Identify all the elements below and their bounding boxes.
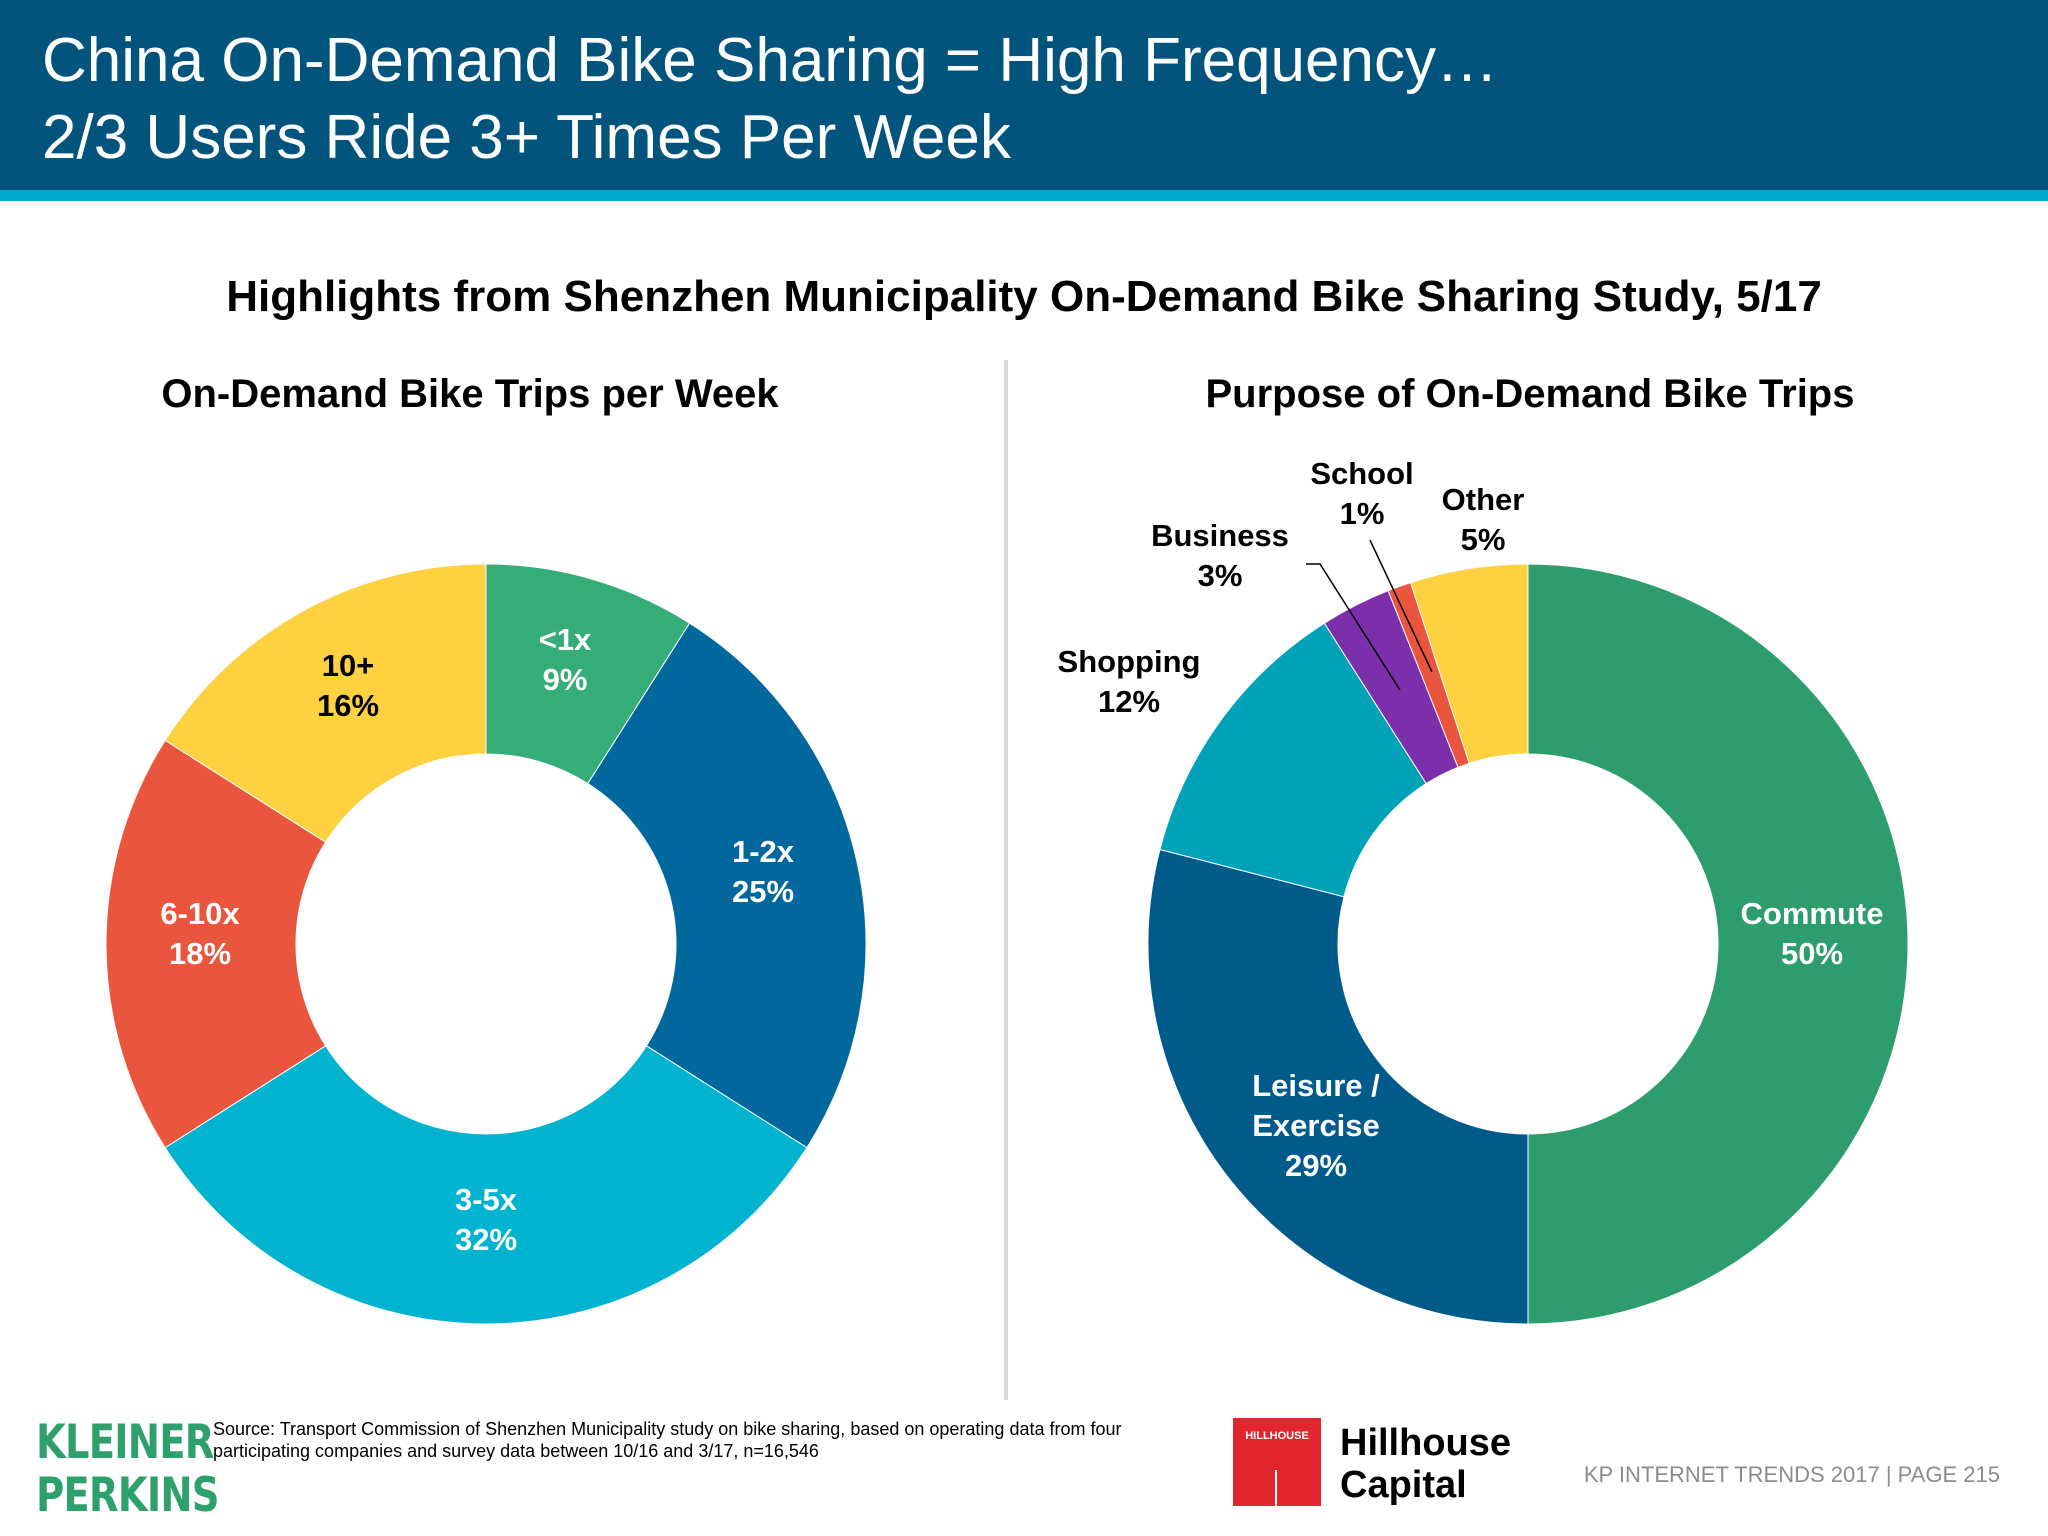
trips-label-1-2x: 1-2x 25% xyxy=(732,834,795,909)
hillhouse-name-line-1: Hillhouse xyxy=(1340,1422,1512,1464)
hillhouse-logo-mark: HILLHOUSE xyxy=(1233,1418,1321,1506)
donut-charts: <1x 9% 1-2x 25% 3-5x 32% 6-10x 18% 10+ 16% Commute… xyxy=(105,456,1909,1325)
chart-divider xyxy=(1004,360,1008,1400)
page-info: KP INTERNET TRENDS 2017 | PAGE 215 xyxy=(1583,1462,2000,1487)
slide-title: China On-Demand Bike Sharing = High Freq… xyxy=(42,22,1498,176)
hillhouse-name-line-2: Capital xyxy=(1340,1464,1467,1506)
purpose-label-other: Other 5% xyxy=(1442,482,1525,557)
source-note: Source: Transport Commission of Shenzhen… xyxy=(213,1419,1122,1461)
trips-slice-10 xyxy=(164,563,487,843)
trips-slice-6-10x xyxy=(105,739,327,1149)
title-bar-accent-stripe xyxy=(0,190,2048,201)
purpose-label-school: School 1% xyxy=(1310,456,1413,531)
purpose-label-leisure-exercise: Leisure / Exercise 29% xyxy=(1252,1068,1380,1183)
purpose-label-commute: Commute 50% xyxy=(1741,896,1884,971)
trips-slice-3-5x xyxy=(164,1045,808,1325)
trips-label-1x: <1x 9% xyxy=(539,622,592,697)
kp-logo-line-2: PERKINS xyxy=(36,1468,220,1523)
purpose-slice-commute xyxy=(1527,563,1909,1325)
chart-title-trip-purpose: Purpose of On-Demand Bike Trips xyxy=(1205,372,1855,416)
trips-slice-1-2x xyxy=(587,622,867,1149)
slide-subtitle: Highlights from Shenzhen Municipality On… xyxy=(226,272,1822,321)
hillhouse-logo-mark-text: HILLHOUSE xyxy=(1245,1430,1309,1442)
slide-title-line-1: China On-Demand Bike Sharing = High Freq… xyxy=(42,26,1499,95)
slide-title-line-2: 2/3 Users Ride 3+ Times Per Week xyxy=(42,103,1011,172)
hillhouse-logo-wordmark: Hillhouse Capital xyxy=(1340,1422,1511,1506)
purpose-label-shopping: Shopping 12% xyxy=(1058,644,1201,719)
purpose-label-business: Business 3% xyxy=(1151,518,1289,593)
trips-label-10: 10+ 16% xyxy=(317,648,379,723)
purpose-leader-line-business xyxy=(1306,563,1401,691)
purpose-leader-line-school xyxy=(1369,539,1433,673)
title-bar xyxy=(0,0,2048,190)
hillhouse-logo-mark-line xyxy=(1275,1470,1277,1506)
kp-logo-line-1: KLEINER xyxy=(36,1415,214,1470)
purpose-slice-other xyxy=(1409,563,1529,764)
trips-label-6-10x: 6-10x 18% xyxy=(160,896,240,971)
chart-title-trips-per-week: On-Demand Bike Trips per Week xyxy=(161,372,779,416)
trips-label-3-5x: 3-5x 32% xyxy=(455,1182,518,1257)
purpose-slice-leisure-exercise xyxy=(1147,848,1529,1325)
purpose-slice-shopping xyxy=(1159,622,1427,898)
kleiner-perkins-logo: KLEINER PERKINS xyxy=(36,1415,220,1523)
